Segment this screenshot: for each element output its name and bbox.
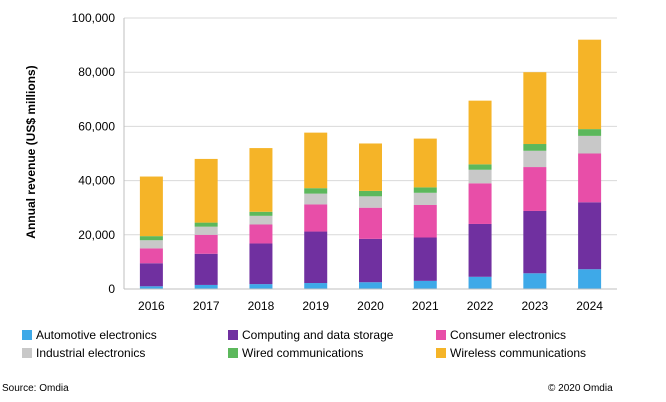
bar-segment bbox=[578, 135, 602, 154]
x-tick-label: 2023 bbox=[521, 299, 548, 313]
bar-segment bbox=[413, 237, 437, 281]
bar-segment bbox=[578, 39, 602, 130]
bar-segment bbox=[468, 169, 492, 184]
bar-segment bbox=[523, 273, 547, 289]
legend-item: Computing and data storage bbox=[228, 328, 393, 342]
y-tick-label: 0 bbox=[108, 282, 115, 296]
legend-item: Industrial electronics bbox=[22, 346, 145, 360]
bar-segment bbox=[194, 253, 218, 285]
x-tick-label: 2016 bbox=[138, 299, 165, 313]
legend-label: Wireless communications bbox=[450, 346, 587, 360]
bar-segment bbox=[578, 202, 602, 270]
bar-segment bbox=[304, 204, 328, 232]
legend-swatch bbox=[22, 348, 32, 358]
legend-label: Computing and data storage bbox=[242, 328, 394, 342]
y-tick-label: 20,000 bbox=[78, 228, 115, 242]
bar-segment bbox=[413, 192, 437, 205]
bar-segment bbox=[139, 248, 163, 264]
y-tick-label: 40,000 bbox=[78, 174, 115, 188]
bar-segment bbox=[194, 284, 218, 289]
bar-segment bbox=[139, 176, 163, 237]
bar-segment bbox=[249, 243, 273, 285]
bar-segment bbox=[413, 204, 437, 238]
bar-segment bbox=[523, 144, 547, 151]
legend-label: Wired communications bbox=[242, 346, 364, 360]
x-tick-labels: 2016 2017 2018 2019 2020 2021 2022 2023 2024 bbox=[138, 299, 603, 313]
bar-segment bbox=[249, 211, 273, 216]
legend-item: Wired communications bbox=[228, 346, 363, 360]
x-tick-label: 2022 bbox=[467, 299, 494, 313]
x-tick-label: 2021 bbox=[412, 299, 439, 313]
bar-segment bbox=[249, 148, 273, 212]
legend-label: Consumer electronics bbox=[450, 328, 567, 342]
bar-segment bbox=[194, 222, 218, 227]
legend-swatch bbox=[228, 348, 238, 358]
bar-segment bbox=[194, 226, 218, 235]
legend-swatch bbox=[436, 330, 446, 340]
bar-segment bbox=[413, 280, 437, 289]
legend-item: Consumer electronics bbox=[436, 328, 566, 342]
bar-segment bbox=[194, 158, 218, 223]
legend-item: Automotive electronics bbox=[22, 328, 157, 342]
source-note: Source: Omdia bbox=[2, 383, 69, 394]
bar-segment bbox=[578, 269, 602, 289]
bar-segment bbox=[359, 207, 382, 239]
legend-label: Automotive electronics bbox=[36, 328, 157, 342]
bar-segment bbox=[413, 187, 437, 193]
bar-segment bbox=[249, 224, 273, 244]
x-tick-label: 2024 bbox=[576, 299, 603, 313]
bar-segment bbox=[249, 215, 273, 225]
y-tick-labels: 0 20,000 40,000 60,000 80,000 100,000 bbox=[72, 11, 116, 296]
bar-segment bbox=[578, 153, 602, 203]
y-tick-label: 100,000 bbox=[72, 11, 116, 25]
bar-segment bbox=[523, 210, 547, 274]
y-tick-label: 60,000 bbox=[78, 119, 115, 133]
bar-segment bbox=[139, 240, 163, 249]
bar-segment bbox=[139, 263, 163, 287]
bar-segment bbox=[468, 100, 492, 165]
bar-segment bbox=[194, 234, 218, 254]
y-axis-label: Annual revenue (US$ millions) bbox=[24, 65, 38, 238]
bar-segment bbox=[139, 236, 163, 241]
bar-segment bbox=[468, 276, 492, 289]
bar-segment bbox=[359, 238, 382, 283]
x-tick-label: 2019 bbox=[302, 299, 329, 313]
x-tick-label: 2020 bbox=[357, 299, 384, 313]
legend-label: Industrial electronics bbox=[36, 346, 146, 360]
bar-segment bbox=[304, 132, 328, 189]
bar-segment bbox=[468, 183, 492, 224]
bar-segment bbox=[413, 138, 437, 188]
legend-item: Wireless communications bbox=[436, 346, 586, 360]
copyright-note: © 2020 Omdia bbox=[548, 383, 613, 394]
bar-segment bbox=[359, 282, 382, 289]
bar-segment bbox=[359, 196, 382, 208]
bar-segment bbox=[359, 143, 382, 191]
axes bbox=[123, 18, 617, 290]
bar-segment bbox=[304, 231, 328, 284]
legend-swatch bbox=[22, 330, 32, 340]
bar-segment bbox=[304, 188, 328, 194]
x-tick-label: 2018 bbox=[248, 299, 275, 313]
bar-segment bbox=[523, 150, 547, 168]
legend-swatch bbox=[436, 348, 446, 358]
bar-segment bbox=[359, 190, 382, 197]
bar-segment bbox=[139, 286, 163, 289]
x-tick-label: 2017 bbox=[193, 299, 220, 313]
y-tick-label: 80,000 bbox=[78, 65, 115, 79]
bar-segment bbox=[468, 223, 492, 277]
bar-segment bbox=[523, 167, 547, 211]
bar-segment bbox=[468, 164, 492, 170]
bar-segment bbox=[249, 284, 273, 289]
bars bbox=[139, 39, 602, 289]
bar-segment bbox=[304, 283, 328, 289]
legend-swatch bbox=[228, 330, 238, 340]
bar-segment bbox=[578, 129, 602, 136]
bar-segment bbox=[523, 72, 547, 145]
bar-segment bbox=[304, 193, 328, 205]
